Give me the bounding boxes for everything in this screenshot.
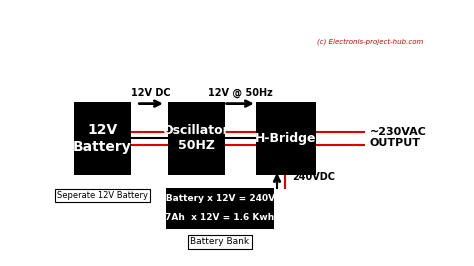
Text: 12V
Battery: 12V Battery [73, 123, 132, 153]
Text: ~230VAC
OUTPUT: ~230VAC OUTPUT [370, 127, 427, 148]
Text: 240VDC: 240VDC [292, 172, 336, 182]
Text: 12V DC: 12V DC [131, 89, 171, 98]
Bar [166, 188, 274, 228]
Text: Oscillator
50HZ: Oscillator 50HZ [163, 124, 229, 152]
Text: Seperate 12V Battery: Seperate 12V Battery [57, 191, 148, 200]
Bar [168, 102, 225, 175]
Text: 7Ah  x 12V = 1.6 Kwh: 7Ah x 12V = 1.6 Kwh [165, 213, 274, 222]
Bar [256, 102, 317, 175]
Text: 19 Battery x 12V = 240VDC: 19 Battery x 12V = 240VDC [150, 194, 290, 203]
Bar [74, 102, 131, 175]
Text: H-Bridge: H-Bridge [255, 132, 317, 145]
Text: 12V @ 50Hz: 12V @ 50Hz [208, 88, 273, 98]
Text: Battery Bank: Battery Bank [191, 237, 249, 246]
Text: (c) Electronis-project-hub.com: (c) Electronis-project-hub.com [317, 38, 423, 45]
